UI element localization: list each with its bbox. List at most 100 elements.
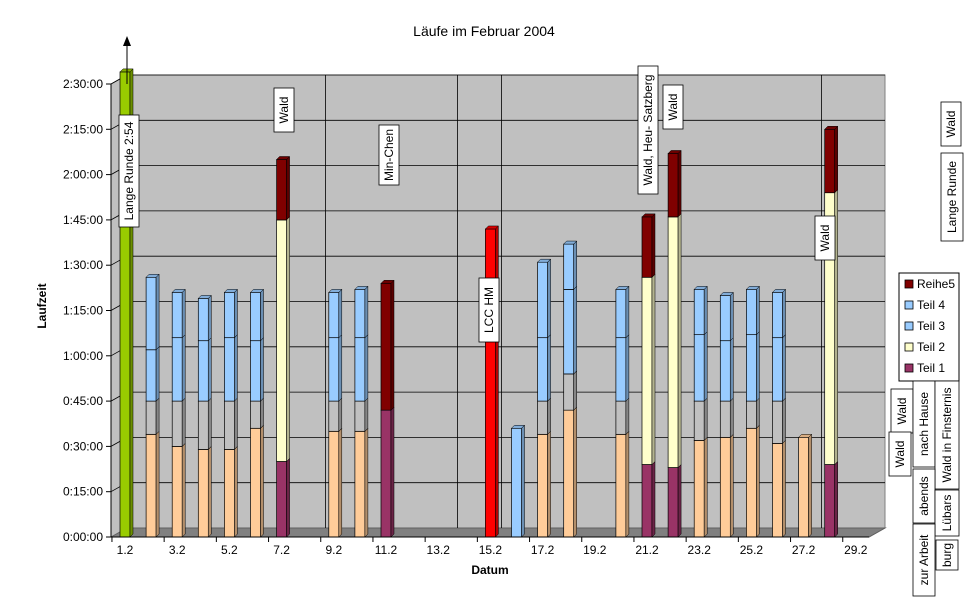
- y-tick-label: 2:30:00: [63, 77, 103, 91]
- bar-segment-teil-1: [641, 460, 656, 538]
- bar-segment-teil-3: [510, 424, 526, 538]
- legend-swatch: [904, 279, 914, 289]
- bar-segment-teil-1: [197, 445, 212, 538]
- svg-text:Min-Chen: Min-Chen: [382, 129, 396, 181]
- bar-segment-teil-4: [563, 240, 578, 290]
- annotation: LCC HM: [478, 277, 500, 343]
- svg-text:Wald: Wald: [818, 225, 832, 252]
- x-tick-label: 29.2: [844, 543, 868, 557]
- legend-label: Teil 2: [917, 340, 945, 354]
- annotation: Wald: [814, 215, 836, 261]
- bar-segment-teil-3: [615, 334, 630, 402]
- y-tick-label: 2:15:00: [63, 122, 103, 136]
- x-tick-label: 21.2: [635, 543, 659, 557]
- bar-segment-teil-2: [275, 216, 291, 463]
- bar-segment-teil-1: [223, 445, 239, 538]
- bar-segment-teil-3: [171, 334, 186, 402]
- x-tick-label: 25.2: [740, 543, 764, 557]
- y-tick-label: 0:45:00: [63, 394, 103, 408]
- svg-text:LCC HM: LCC HM: [482, 287, 496, 333]
- bar-segment-teil-4: [223, 288, 239, 339]
- bar-segment-teil-1: [563, 406, 578, 538]
- x-tick-label: 7.2: [273, 543, 290, 557]
- svg-text:zur Arbeit: zur Arbeit: [917, 534, 931, 585]
- side-note: zur Arbeit: [912, 523, 936, 597]
- bar-segment-teil-1: [354, 427, 369, 538]
- bar-segment-teil-4: [145, 273, 160, 351]
- bar-segment-teil-3: [249, 337, 265, 402]
- svg-text:Wald: Wald: [893, 441, 907, 468]
- svg-text:Lange Runde: Lange Runde: [945, 161, 959, 233]
- svg-text:nach Hause: nach Hause: [917, 392, 931, 456]
- bar-segment-teil-2: [771, 397, 787, 444]
- bar-segment-teil-3: [719, 337, 734, 402]
- bar-segment-teil-2: [641, 273, 656, 466]
- side-note: Wald in Finsternis: [934, 380, 960, 490]
- bar-segment-teil-2: [563, 370, 578, 411]
- bar-segment-teil-3: [223, 334, 239, 402]
- bar-segment-reihe5: [667, 149, 682, 218]
- bar-segment-teil-3: [197, 337, 212, 402]
- x-tick-label: 5.2: [221, 543, 238, 557]
- y-axis-arrow: [123, 36, 131, 46]
- svg-text:Wald: Wald: [666, 94, 680, 121]
- bar-segment-reihe5: [380, 279, 395, 411]
- bar-segment-teil-2: [171, 397, 186, 448]
- bar-segment-teil-1: [328, 427, 343, 538]
- legend-swatch: [904, 321, 914, 331]
- legend-swatch: [904, 363, 914, 373]
- y-axis-label: Laufzeit: [35, 283, 49, 328]
- bar-segment-teil-2: [615, 397, 630, 435]
- side-note: burg: [935, 539, 959, 571]
- x-tick-label: 1.2: [117, 543, 134, 557]
- y-tick-label: 0:15:00: [63, 485, 103, 499]
- bar-segment-teil-4: [536, 258, 552, 339]
- bar-segment-teil-3: [536, 334, 552, 402]
- legend: Reihe5 Teil 4 Teil 3 Teil 2 Teil 1: [898, 272, 960, 382]
- bar-segment-teil-3: [354, 334, 369, 402]
- svg-text:Wald, Heu- Satzberg: Wald, Heu- Satzberg: [641, 75, 655, 186]
- annotation: Lange Runde 2:54: [118, 114, 140, 228]
- bar-segment-teil-4: [171, 288, 186, 339]
- x-tick-label: 17.2: [531, 543, 555, 557]
- bar-segment-teil-4: [719, 291, 734, 342]
- bar-segment-teil-1: [249, 424, 265, 538]
- bar-segment-teil-3: [328, 334, 343, 402]
- bar-segment-teil-1: [667, 463, 682, 538]
- side-note: nach Hause: [912, 380, 936, 468]
- legend-label: Teil 3: [917, 319, 945, 333]
- bar-segment-teil-1: [275, 457, 291, 538]
- x-tick-label: 15.2: [479, 543, 503, 557]
- x-tick-label: 9.2: [325, 543, 342, 557]
- y-tick-label: 2:00:00: [63, 168, 103, 182]
- svg-text:abends: abends: [917, 476, 931, 515]
- x-axis-label: Datum: [471, 563, 508, 577]
- bar-segment-teil-2: [145, 397, 160, 435]
- bar-segment-lcc-hm: [484, 225, 500, 538]
- bar-segment-teil-1: [693, 436, 708, 538]
- bar-segment-teil-4: [615, 285, 630, 339]
- chart-title: Läufe im Februar 2004: [413, 23, 555, 39]
- side-note: abends: [912, 468, 936, 524]
- bar-segment-teil-4: [745, 285, 761, 336]
- bar-segment-teil-1: [745, 424, 761, 538]
- annotation: Wald, Heu- Satzberg: [637, 65, 659, 195]
- side-notes: Wald Lange Runde Wald nach Hause Wald in Fin…: [888, 101, 964, 597]
- bar-segment-teil-2: [249, 397, 265, 429]
- bar-segment-teil-4: [693, 285, 708, 336]
- bar-segment-teil-2: [354, 397, 369, 432]
- annotation: Wald: [662, 84, 684, 130]
- x-tick-labels: 1.2 3.2 5.2 7.2 9.2 11.2 13.2 15.2 17.2 19.2 21.2 2…: [117, 543, 868, 557]
- bar-segment-reihe5: [275, 155, 291, 221]
- bar-segment-teil-2: [223, 397, 239, 451]
- bar-segment-teil-2: [197, 397, 212, 451]
- side-note: Wald: [940, 101, 962, 147]
- svg-text:Wald: Wald: [895, 398, 909, 425]
- annotations: Lange Runde 2:54 Wald Min-Chen LCC HM Wald, …: [118, 65, 836, 343]
- bar-segment-teil-1: [824, 460, 839, 538]
- bar-segment-teil-3: [771, 334, 787, 402]
- bar-segment-teil-2: [745, 397, 761, 429]
- x-tick-label: 27.2: [792, 543, 816, 557]
- annotation: Min-Chen: [378, 124, 400, 186]
- bar-segment-teil-3: [745, 331, 761, 402]
